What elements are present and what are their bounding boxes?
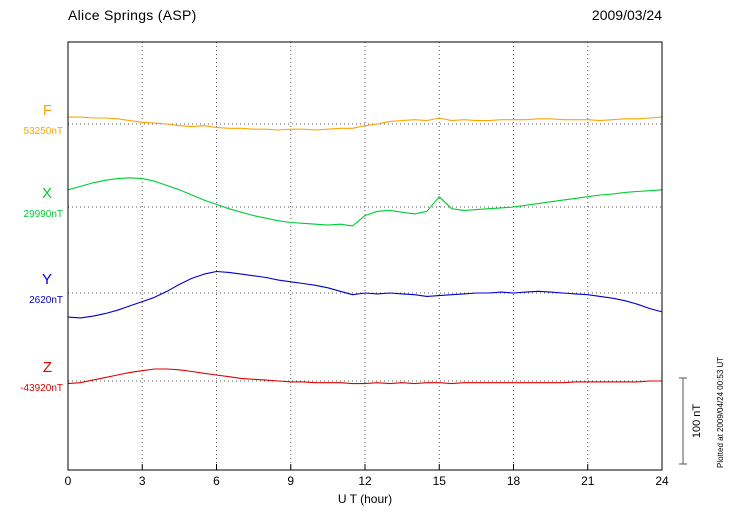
plot-date: 2009/03/24 [591, 7, 662, 23]
x-tick-label: 0 [65, 474, 72, 488]
trace-Z [67, 368, 663, 385]
x-tick-label: 3 [139, 474, 146, 488]
scalebar [679, 377, 687, 465]
channel-label-Y: Y [41, 271, 52, 288]
x-tick-label: 9 [287, 474, 294, 488]
tick-layer: 0 3 6 9 12 15 18 21 24 [65, 464, 669, 488]
trace-F [67, 116, 663, 131]
channel-baseline-value-Z: -43920nT [20, 383, 63, 394]
trace-Y [67, 270, 663, 319]
trace-X [67, 177, 663, 227]
x-tick-label: 12 [358, 474, 372, 488]
x-tick-label: 18 [507, 474, 521, 488]
trace-layer [67, 116, 663, 385]
x-axis-label: U T (hour) [338, 492, 392, 506]
station-title: Alice Springs (ASP) [68, 7, 197, 23]
channel-baseline-value-X: 29990nT [23, 209, 63, 220]
plotted-at-note: Plotted at 2009/04/24 00:53 UT [716, 357, 725, 468]
scalebar-label: 100 nT [691, 404, 703, 439]
grid-layer [68, 42, 662, 470]
channel-baseline-value-Y: 2620nT [29, 295, 63, 306]
channel-label-F: F [42, 102, 52, 119]
x-tick-label: 15 [433, 474, 447, 488]
x-tick-label: 6 [213, 474, 220, 488]
channel-baseline-value-F: 53250nT [23, 126, 63, 137]
channel-label-Z: Z [42, 359, 52, 376]
plot-frame [67, 41, 663, 471]
channel-label-X: X [41, 185, 52, 202]
x-tick-label: 24 [655, 474, 669, 488]
x-tick-label: 21 [581, 474, 595, 488]
